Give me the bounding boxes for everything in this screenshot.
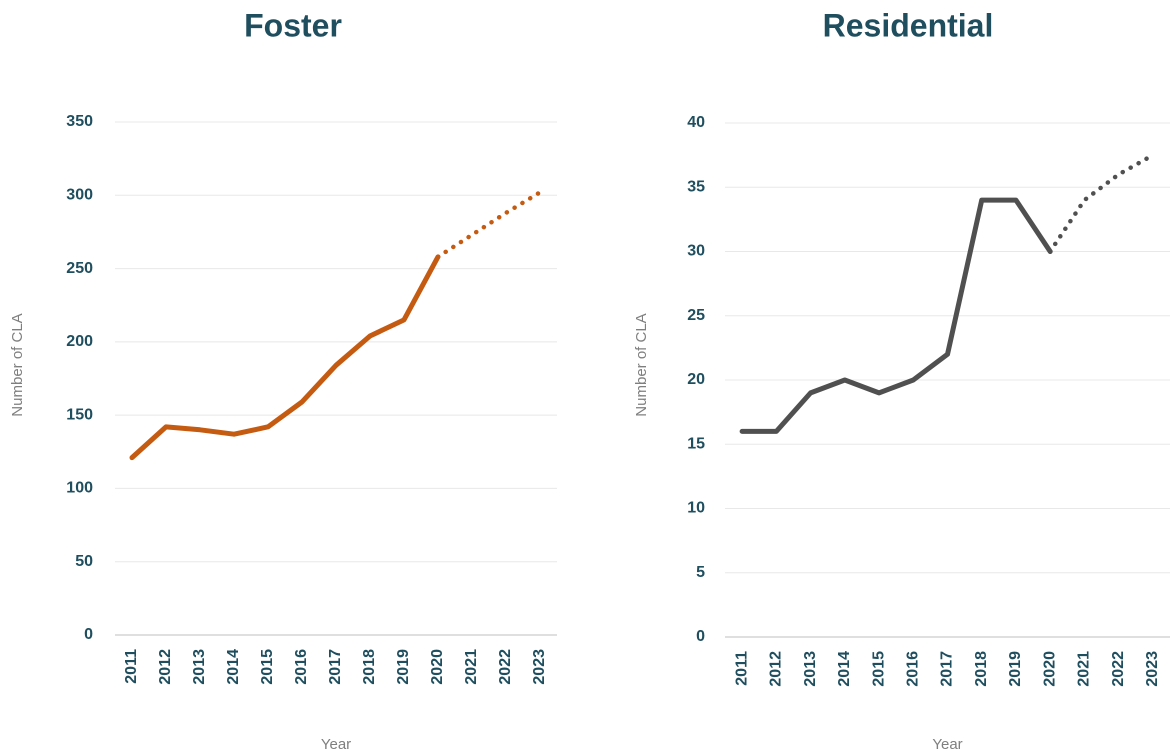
projection-line: [1047, 152, 1156, 254]
y-tick-label: 10: [687, 500, 705, 517]
x-tick-label: 2019: [395, 649, 412, 685]
y-tick-label: 100: [66, 480, 93, 497]
projection-line: [435, 190, 543, 260]
chart-title: Foster: [244, 7, 342, 43]
data-line: [129, 254, 441, 461]
y-tick-label: 5: [696, 564, 705, 581]
x-tick-label: 2012: [157, 649, 174, 685]
x-tick-label: 2014: [836, 651, 853, 687]
x-tick-label: 2016: [904, 651, 921, 687]
x-tick-label: 2017: [327, 649, 344, 685]
x-tick-label: 2011: [123, 649, 140, 684]
x-tick-label: 2023: [531, 649, 548, 685]
x-tick-label: 2021: [463, 649, 480, 685]
x-tick-label: 2016: [293, 649, 310, 685]
x-tick-label: 2018: [361, 649, 378, 685]
x-tick-label: 2023: [1144, 651, 1161, 687]
y-tick-label: 150: [66, 406, 93, 423]
y-tick-label: 40: [687, 114, 705, 131]
y-tick-label: 30: [687, 243, 705, 260]
x-axis-title: Year: [932, 736, 962, 753]
y-axis-title: Number of CLA: [633, 313, 650, 416]
y-tick-label: 350: [66, 113, 93, 130]
y-tick-label: 200: [66, 333, 93, 350]
x-tick-label: 2022: [497, 649, 514, 685]
x-tick-label: 2022: [1110, 651, 1127, 687]
x-tick-label: 2013: [191, 649, 208, 685]
y-tick-label: 35: [687, 178, 705, 195]
x-tick-label: 2019: [1007, 651, 1024, 687]
x-tick-label: 2020: [1041, 651, 1058, 687]
x-tick-label: 2018: [973, 651, 990, 687]
x-tick-label: 2017: [939, 651, 956, 687]
x-tick-label: 2011: [733, 651, 750, 686]
x-tick-label: 2020: [429, 649, 446, 685]
y-tick-label: 25: [687, 307, 705, 324]
y-tick-label: 250: [66, 260, 93, 277]
line-chart: Foster Number of CLA Year 0 50 100 150 200 250 30…: [9, 7, 557, 753]
chart-title: Residential: [823, 7, 994, 43]
y-tick-label: 300: [66, 187, 93, 204]
y-tick-label: 15: [687, 435, 705, 452]
data-line: [739, 197, 1053, 434]
x-tick-label: 2012: [768, 651, 785, 687]
y-tick-label: 20: [687, 371, 705, 388]
x-tick-label: 2013: [802, 651, 819, 687]
x-tick-label: 2015: [259, 649, 276, 685]
y-tick-label: 0: [696, 628, 705, 645]
x-tick-label: 2015: [870, 651, 887, 687]
y-tick-label: 0: [84, 626, 93, 643]
y-tick-label: 50: [75, 553, 93, 570]
x-tick-label: 2014: [225, 649, 242, 685]
x-tick-label: 2021: [1076, 651, 1093, 687]
x-axis-title: Year: [321, 736, 351, 753]
line-chart: Residential Number of CLA Year 0 5 10 15 20 25 30…: [633, 7, 1170, 753]
y-axis-title: Number of CLA: [9, 313, 26, 416]
